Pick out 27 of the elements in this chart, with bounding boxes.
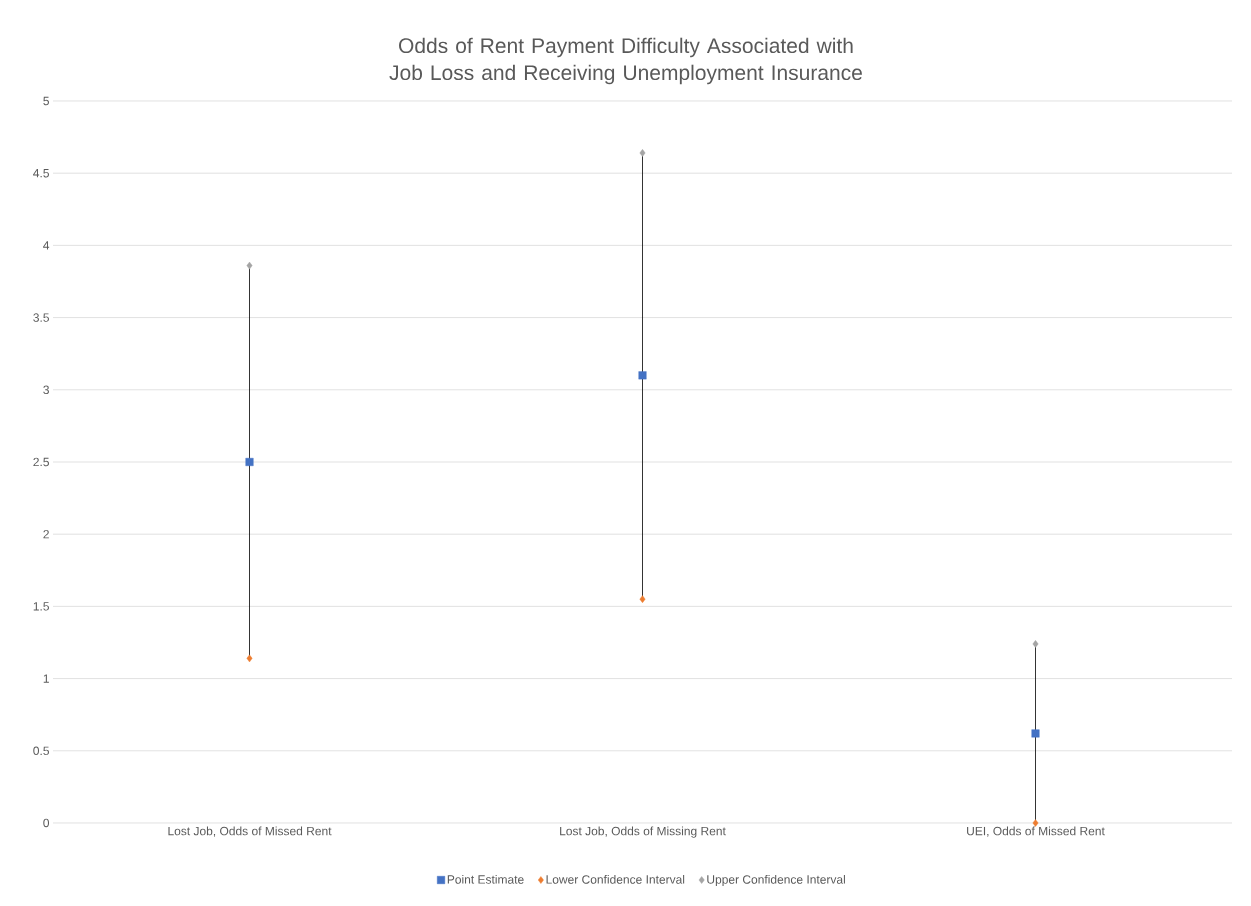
point [1032, 640, 1039, 648]
point [639, 149, 646, 157]
point [1032, 819, 1039, 827]
point [246, 261, 253, 270]
y-tick-label: 3 [43, 385, 49, 395]
legend-label: Lower Confidence Interval [546, 874, 685, 884]
point [246, 654, 253, 663]
legend-label: Upper Confidence Interval [707, 874, 845, 887]
point [245, 457, 254, 466]
y-tick-label: 3.5 [33, 313, 49, 322]
chart-title: Odds of Rent Payment Difficulty Associated with Job Loss and Receiving Unemployment Insurance [389, 37, 862, 85]
y-tick-label: 2.5 [33, 457, 49, 467]
y-tick-label: 4 [43, 241, 50, 250]
point [1031, 729, 1040, 738]
y-tick-label: 1.5 [33, 602, 49, 611]
point [639, 595, 646, 603]
point [638, 371, 647, 380]
y-tick-label: 1 [43, 674, 49, 683]
y-tick-label: 4.5 [33, 169, 49, 178]
legend-label: Point Estimate [447, 874, 524, 884]
x-tick-label: Lost Job, Odds of Missed Rent [168, 826, 332, 837]
y-tick-label: 5 [43, 96, 49, 106]
y-tick-label: 2 [43, 530, 49, 539]
x-tick-label: Lost Job, Odds of Missing Rent [560, 826, 726, 838]
y-tick-label: 0.5 [33, 746, 49, 756]
y-tick-label: 0 [43, 818, 50, 828]
x-tick-label: UEI, Odds of Missed Rent [967, 826, 1105, 837]
